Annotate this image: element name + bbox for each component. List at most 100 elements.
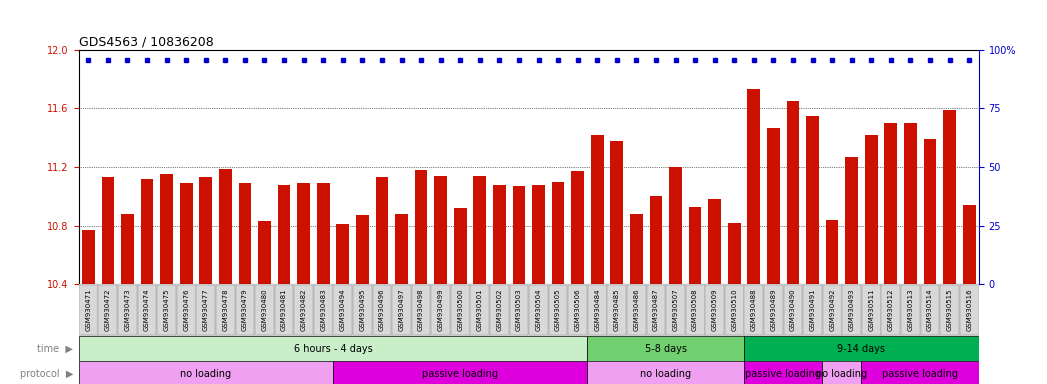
Bar — [199, 177, 213, 284]
Text: GSM930482: GSM930482 — [300, 289, 307, 331]
Bar — [822, 361, 862, 384]
FancyBboxPatch shape — [373, 285, 392, 335]
Bar — [376, 177, 388, 284]
Text: GSM930481: GSM930481 — [281, 289, 287, 331]
FancyBboxPatch shape — [98, 285, 117, 335]
Bar — [744, 361, 822, 384]
Bar — [121, 214, 134, 284]
Text: GSM930472: GSM930472 — [105, 289, 111, 331]
Bar — [102, 177, 114, 284]
Bar — [630, 214, 643, 284]
FancyBboxPatch shape — [666, 285, 685, 335]
Bar — [219, 169, 231, 284]
Text: passive loading: passive loading — [883, 369, 958, 379]
FancyBboxPatch shape — [529, 285, 548, 335]
Text: GSM930475: GSM930475 — [163, 289, 170, 331]
FancyBboxPatch shape — [490, 285, 509, 335]
FancyBboxPatch shape — [197, 285, 215, 335]
Text: 5-8 days: 5-8 days — [645, 344, 687, 354]
Text: 9-14 days: 9-14 days — [838, 344, 886, 354]
Text: GSM930494: GSM930494 — [340, 289, 346, 331]
Text: GSM930476: GSM930476 — [183, 289, 190, 331]
Bar — [453, 208, 467, 284]
Bar — [885, 123, 897, 284]
FancyBboxPatch shape — [510, 285, 529, 335]
Bar — [669, 167, 682, 284]
Bar — [591, 135, 604, 284]
Bar — [239, 183, 251, 284]
FancyBboxPatch shape — [744, 285, 763, 335]
FancyBboxPatch shape — [764, 285, 783, 335]
FancyBboxPatch shape — [137, 285, 156, 335]
Bar — [435, 176, 447, 284]
Bar — [744, 336, 979, 361]
Text: time  ▶: time ▶ — [38, 344, 73, 354]
Text: GSM930484: GSM930484 — [595, 289, 600, 331]
FancyBboxPatch shape — [216, 285, 235, 335]
FancyBboxPatch shape — [451, 285, 470, 335]
FancyBboxPatch shape — [882, 285, 900, 335]
Bar — [943, 110, 956, 284]
Text: GSM930496: GSM930496 — [379, 289, 385, 331]
Text: GSM930508: GSM930508 — [692, 289, 698, 331]
Text: GSM930490: GSM930490 — [790, 289, 796, 331]
Bar — [317, 183, 330, 284]
Text: no loading: no loading — [817, 369, 868, 379]
Text: GSM930486: GSM930486 — [633, 289, 640, 331]
Bar — [415, 170, 427, 284]
Text: GSM930506: GSM930506 — [575, 289, 581, 331]
Bar — [806, 116, 819, 284]
Bar — [493, 185, 506, 284]
Text: GSM930499: GSM930499 — [438, 289, 444, 331]
Text: GSM930479: GSM930479 — [242, 289, 248, 331]
Text: GSM930502: GSM930502 — [496, 289, 503, 331]
Bar — [160, 174, 173, 284]
FancyBboxPatch shape — [353, 285, 372, 335]
Text: GSM930478: GSM930478 — [222, 289, 228, 331]
Bar — [297, 183, 310, 284]
FancyBboxPatch shape — [686, 285, 705, 335]
FancyBboxPatch shape — [470, 285, 489, 335]
Bar — [689, 207, 701, 284]
Text: GSM930471: GSM930471 — [85, 289, 91, 331]
Bar — [923, 139, 936, 284]
Text: GSM930491: GSM930491 — [809, 289, 816, 331]
FancyBboxPatch shape — [177, 285, 196, 335]
Text: GSM930487: GSM930487 — [653, 289, 659, 331]
Text: GSM930510: GSM930510 — [731, 289, 737, 331]
FancyBboxPatch shape — [843, 285, 861, 335]
Bar — [572, 171, 584, 284]
Text: GSM930504: GSM930504 — [535, 289, 541, 331]
FancyBboxPatch shape — [549, 285, 567, 335]
Bar — [963, 205, 976, 284]
Text: GSM930483: GSM930483 — [320, 289, 327, 331]
Bar — [767, 127, 780, 284]
Text: GSM930488: GSM930488 — [751, 289, 757, 331]
Text: GSM930485: GSM930485 — [614, 289, 620, 331]
Text: GSM930514: GSM930514 — [927, 289, 933, 331]
Bar — [862, 361, 979, 384]
Bar — [333, 361, 587, 384]
Text: GSM930474: GSM930474 — [144, 289, 150, 331]
FancyBboxPatch shape — [314, 285, 333, 335]
Bar — [826, 220, 839, 284]
FancyBboxPatch shape — [393, 285, 410, 335]
Text: GSM930507: GSM930507 — [672, 289, 678, 331]
FancyBboxPatch shape — [236, 285, 254, 335]
FancyBboxPatch shape — [647, 285, 665, 335]
Bar — [709, 199, 721, 284]
Text: GSM930495: GSM930495 — [359, 289, 365, 331]
Text: GSM930503: GSM930503 — [516, 289, 522, 331]
Bar — [259, 221, 271, 284]
FancyBboxPatch shape — [783, 285, 802, 335]
Text: GSM930501: GSM930501 — [476, 289, 483, 331]
Bar — [82, 230, 94, 284]
FancyBboxPatch shape — [725, 285, 743, 335]
FancyBboxPatch shape — [255, 285, 274, 335]
FancyBboxPatch shape — [157, 285, 176, 335]
FancyBboxPatch shape — [706, 285, 725, 335]
Text: GSM930498: GSM930498 — [418, 289, 424, 331]
FancyBboxPatch shape — [79, 285, 97, 335]
Text: GSM930511: GSM930511 — [868, 289, 874, 331]
FancyBboxPatch shape — [411, 285, 430, 335]
